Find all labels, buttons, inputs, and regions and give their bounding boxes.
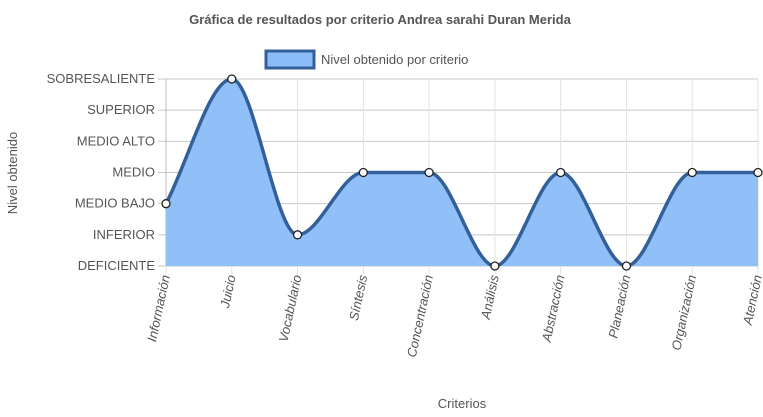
x-tick-label: Vocabulario bbox=[276, 274, 305, 344]
legend-swatch bbox=[264, 49, 316, 70]
x-tick-label: Juicio bbox=[217, 274, 239, 311]
y-tick-label: MEDIO BAJO bbox=[75, 196, 155, 211]
data-point[interactable] bbox=[753, 167, 763, 178]
y-tick-label: DEFICIENTE bbox=[78, 258, 156, 273]
series-line bbox=[164, 77, 760, 268]
data-point[interactable] bbox=[292, 230, 303, 240]
y-tick-label: MEDIO bbox=[112, 165, 155, 180]
legend-label: Nivel obtenido por criterio bbox=[321, 52, 468, 67]
x-tick-label: Abstracción bbox=[539, 274, 568, 345]
y-tick-label: INFERIOR bbox=[93, 227, 155, 242]
data-point[interactable] bbox=[227, 74, 237, 84]
x-axis-label: Criterios bbox=[438, 396, 487, 411]
data-point[interactable] bbox=[621, 261, 632, 271]
data-point[interactable] bbox=[687, 167, 697, 178]
data-point[interactable] bbox=[556, 167, 566, 178]
x-ticks: Información Juicio Vocabulario Síntesis Conc… bbox=[144, 273, 763, 359]
series-area bbox=[166, 79, 758, 266]
y-tick-label: SOBRESALIENTE bbox=[47, 71, 156, 86]
chart-title: Gráfica de resultados por criterio Andre… bbox=[189, 12, 571, 27]
plot-area bbox=[161, 74, 763, 271]
x-tick-label: Organización bbox=[669, 274, 700, 352]
y-tick-label: MEDIO ALTO bbox=[77, 133, 155, 148]
x-tick-label: Atención bbox=[740, 274, 763, 328]
y-ticks: DEFICIENTE INFERIOR MEDIO BAJO MEDIO MEDIO A… bbox=[47, 71, 156, 273]
data-point[interactable] bbox=[358, 167, 368, 178]
x-tick-label: Información bbox=[144, 274, 173, 344]
data-point[interactable] bbox=[490, 261, 500, 271]
x-tick-label: Concentración bbox=[404, 274, 436, 359]
data-point[interactable] bbox=[424, 167, 434, 178]
x-tick-label: Síntesis bbox=[346, 273, 370, 322]
y-axis-label: Nivel obtenido bbox=[5, 132, 20, 214]
x-tick-label: Planeación bbox=[605, 274, 633, 340]
x-tick-label: Análisis bbox=[478, 273, 502, 321]
legend[interactable]: Nivel obtenido por criterio bbox=[264, 49, 468, 70]
data-point[interactable] bbox=[161, 199, 171, 209]
y-tick-label: SUPERIOR bbox=[87, 102, 155, 117]
